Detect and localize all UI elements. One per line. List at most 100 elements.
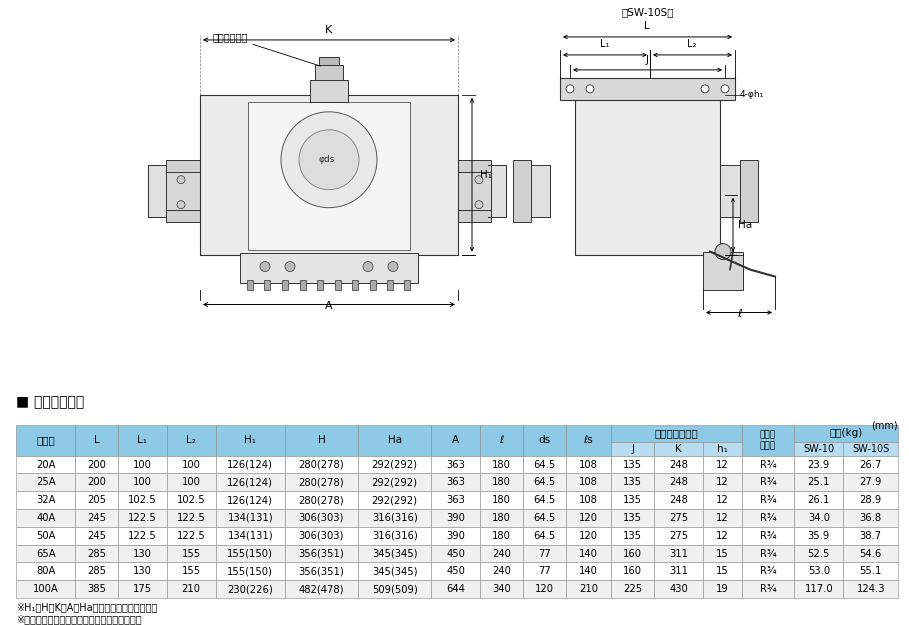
Bar xyxy=(794,473,844,491)
Bar xyxy=(285,580,358,598)
Text: 140: 140 xyxy=(579,566,598,576)
Bar xyxy=(166,209,201,222)
Bar xyxy=(75,562,118,580)
Circle shape xyxy=(285,262,295,271)
Text: φds: φds xyxy=(319,155,335,164)
Text: 108: 108 xyxy=(579,478,598,488)
Text: 102.5: 102.5 xyxy=(128,495,156,505)
Text: 122.5: 122.5 xyxy=(177,531,205,541)
Bar xyxy=(523,456,565,473)
Text: A: A xyxy=(325,301,333,311)
Bar xyxy=(75,425,118,456)
Bar xyxy=(844,580,898,598)
Bar xyxy=(285,509,358,527)
Bar xyxy=(612,509,654,527)
Circle shape xyxy=(177,201,185,209)
Bar xyxy=(742,456,794,473)
Text: 482(478): 482(478) xyxy=(299,584,345,594)
Bar xyxy=(612,544,654,562)
Text: 32A: 32A xyxy=(36,495,55,505)
Text: 12: 12 xyxy=(715,495,729,505)
Text: 117.0: 117.0 xyxy=(804,584,834,594)
Bar xyxy=(358,544,431,562)
Bar xyxy=(247,279,253,289)
Bar xyxy=(565,425,612,456)
Bar xyxy=(310,80,348,102)
Bar xyxy=(612,425,742,442)
Bar xyxy=(315,65,343,80)
Text: 225: 225 xyxy=(624,584,643,594)
Text: 180: 180 xyxy=(492,513,511,523)
Bar xyxy=(167,491,215,509)
Text: 180: 180 xyxy=(492,459,511,469)
Bar xyxy=(352,279,358,289)
Text: 108: 108 xyxy=(579,495,598,505)
Bar xyxy=(16,456,75,473)
Text: 40A: 40A xyxy=(36,513,55,523)
Text: R¾: R¾ xyxy=(760,584,776,594)
Bar xyxy=(335,279,341,289)
Text: 64.5: 64.5 xyxy=(533,459,555,469)
Bar xyxy=(431,491,480,509)
Text: 52.5: 52.5 xyxy=(808,549,830,559)
Bar xyxy=(654,491,703,509)
Bar xyxy=(200,95,458,254)
Text: 180: 180 xyxy=(492,495,511,505)
Text: 140: 140 xyxy=(579,549,598,559)
Text: 19: 19 xyxy=(715,584,729,594)
Circle shape xyxy=(701,85,709,93)
Bar xyxy=(285,562,358,580)
Circle shape xyxy=(363,262,373,271)
Circle shape xyxy=(566,85,574,93)
Text: 64.5: 64.5 xyxy=(533,495,555,505)
Text: (mm): (mm) xyxy=(872,420,898,430)
Bar xyxy=(742,527,794,544)
Text: L₁: L₁ xyxy=(137,435,147,445)
Text: 292(292): 292(292) xyxy=(372,478,417,488)
Text: 124.3: 124.3 xyxy=(856,584,885,594)
Text: 12: 12 xyxy=(715,478,729,488)
Bar xyxy=(75,544,118,562)
Bar xyxy=(794,544,844,562)
Bar xyxy=(75,509,118,527)
Text: 126(124): 126(124) xyxy=(227,495,274,505)
Text: 27.9: 27.9 xyxy=(860,478,882,488)
Text: R¾: R¾ xyxy=(760,531,776,541)
Text: 240: 240 xyxy=(492,549,511,559)
Text: J: J xyxy=(645,55,648,65)
Bar xyxy=(565,491,612,509)
Bar xyxy=(167,425,215,456)
Text: SW-10S: SW-10S xyxy=(852,444,889,454)
Bar xyxy=(118,580,167,598)
Bar xyxy=(740,160,758,222)
Bar xyxy=(431,425,480,456)
Text: 509(509): 509(509) xyxy=(372,584,417,594)
Text: 122.5: 122.5 xyxy=(128,531,156,541)
Text: 135: 135 xyxy=(624,495,642,505)
Bar xyxy=(16,425,75,456)
Bar xyxy=(16,473,75,491)
Bar xyxy=(703,580,742,598)
Text: 135: 135 xyxy=(624,478,642,488)
Bar xyxy=(75,456,118,473)
Bar xyxy=(167,562,215,580)
Bar xyxy=(148,165,166,217)
Bar xyxy=(285,544,358,562)
Bar xyxy=(118,491,167,509)
Text: L₂: L₂ xyxy=(687,39,696,49)
Text: 345(345): 345(345) xyxy=(372,566,417,576)
Bar xyxy=(75,527,118,544)
Text: 205: 205 xyxy=(87,495,106,505)
Bar xyxy=(523,544,565,562)
Bar xyxy=(480,580,523,598)
Bar xyxy=(612,580,654,598)
Text: 340: 340 xyxy=(492,584,511,594)
Text: 280(278): 280(278) xyxy=(299,459,345,469)
Bar xyxy=(703,544,742,562)
Text: 100: 100 xyxy=(182,478,201,488)
Bar xyxy=(285,527,358,544)
Text: H₁: H₁ xyxy=(480,170,492,180)
Bar xyxy=(844,544,898,562)
Bar xyxy=(703,252,743,289)
Text: 345(345): 345(345) xyxy=(372,549,417,559)
